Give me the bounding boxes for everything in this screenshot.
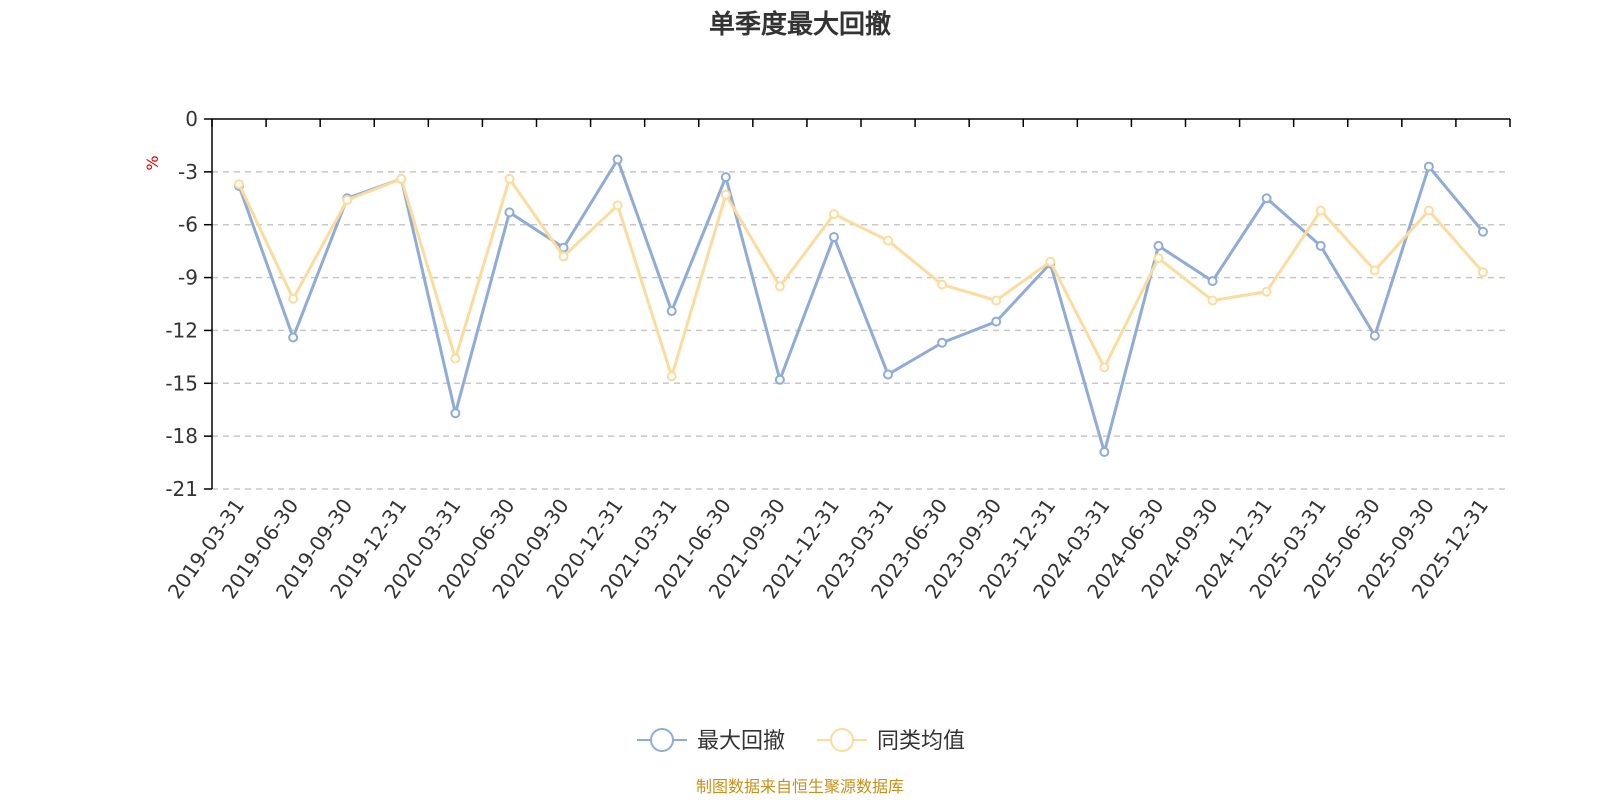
data-point[interactable]: [1423, 161, 1434, 172]
legend[interactable]: 最大回撤 同类均值: [637, 728, 965, 754]
legend-item-1[interactable]: 最大回撤: [637, 728, 785, 754]
y-axis-unit: %: [143, 155, 162, 170]
data-point[interactable]: [1477, 267, 1488, 278]
data-point[interactable]: [1099, 362, 1110, 373]
data-point[interactable]: [828, 232, 839, 243]
data-point[interactable]: [774, 374, 785, 385]
data-point[interactable]: [1477, 226, 1488, 237]
series-2: [234, 173, 1488, 382]
data-point[interactable]: [1099, 447, 1110, 457]
legend-circle-icon: [830, 728, 854, 752]
y-tick-label: -15: [165, 371, 198, 395]
data-point[interactable]: [450, 353, 461, 364]
data-point[interactable]: [396, 173, 407, 184]
data-point[interactable]: [1369, 265, 1380, 276]
data-point[interactable]: [720, 172, 731, 183]
series-line: [237, 177, 1485, 378]
legend-item-2[interactable]: 同类均值: [817, 728, 965, 754]
data-point[interactable]: [504, 173, 515, 184]
data-point[interactable]: [666, 306, 677, 317]
y-tick-label: -21: [165, 477, 198, 501]
data-point[interactable]: [991, 295, 1002, 306]
y-tick-label: -18: [165, 424, 198, 448]
data-point[interactable]: [612, 200, 623, 211]
y-tick-label: -6: [178, 213, 198, 237]
data-point[interactable]: [234, 179, 245, 190]
data-point[interactable]: [1315, 205, 1326, 216]
data-point[interactable]: [883, 369, 894, 380]
data-point[interactable]: [1315, 240, 1326, 251]
data-point[interactable]: [1261, 286, 1272, 297]
data-point[interactable]: [828, 209, 839, 220]
data-point[interactable]: [1153, 253, 1164, 264]
data-point[interactable]: [612, 154, 623, 165]
legend-circle-icon: [650, 728, 674, 752]
data-point[interactable]: [1045, 256, 1056, 267]
data-point[interactable]: [883, 235, 894, 246]
legend-label: 同类均值: [877, 729, 965, 754]
y-tick-label: -12: [165, 318, 198, 342]
data-point[interactable]: [1153, 240, 1164, 251]
y-tick-label: -9: [178, 266, 198, 290]
data-point[interactable]: [774, 281, 785, 292]
data-source-note: 制图数据来自恒生聚源数据库: [696, 777, 904, 796]
data-point[interactable]: [991, 316, 1002, 327]
y-tick-label: 0: [185, 107, 198, 131]
data-point[interactable]: [937, 337, 948, 348]
data-point[interactable]: [666, 371, 677, 382]
series-1: [234, 154, 1488, 457]
data-point[interactable]: [1369, 330, 1380, 341]
grid-lines: [212, 171, 1510, 490]
data-point[interactable]: [342, 195, 353, 206]
data-point[interactable]: [1207, 295, 1218, 306]
data-point[interactable]: [504, 207, 515, 218]
data-point[interactable]: [450, 408, 461, 419]
data-point[interactable]: [720, 189, 731, 200]
data-point[interactable]: [288, 293, 299, 304]
y-tick-label: -3: [178, 160, 198, 184]
series-lines: [234, 154, 1488, 457]
data-point[interactable]: [1207, 276, 1218, 287]
data-point[interactable]: [1423, 205, 1434, 216]
legend-label: 最大回撤: [697, 729, 785, 754]
data-point[interactable]: [937, 279, 948, 290]
data-point[interactable]: [288, 332, 299, 343]
series-line: [237, 158, 1485, 454]
axes: 0-3-6-9-12-15-18-212019-03-312019-06-302…: [163, 107, 1511, 603]
chart-title: 单季度最大回撤: [709, 9, 891, 40]
data-point[interactable]: [558, 251, 569, 262]
data-point[interactable]: [1261, 193, 1272, 204]
